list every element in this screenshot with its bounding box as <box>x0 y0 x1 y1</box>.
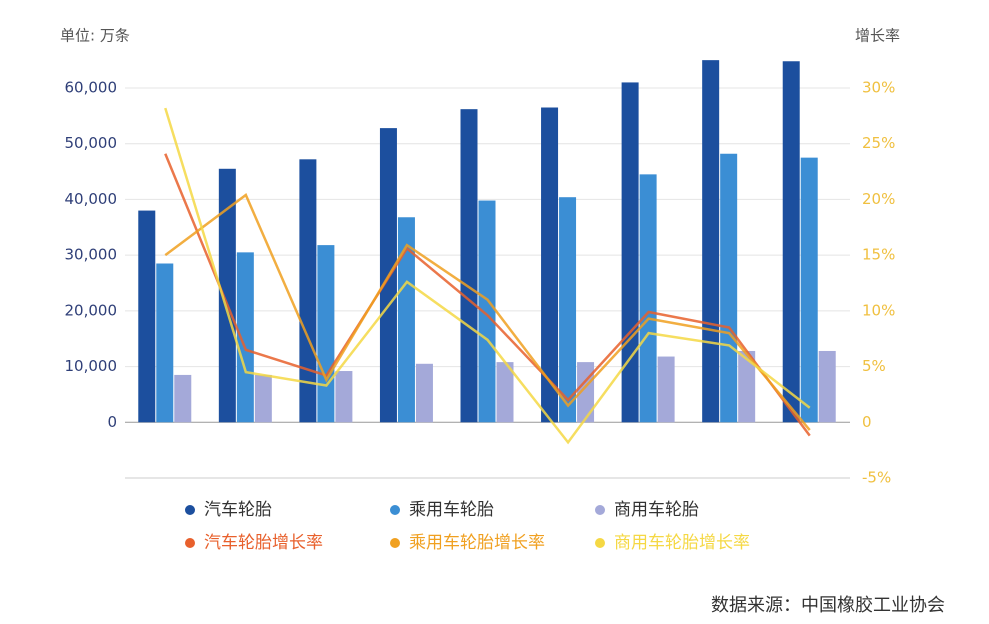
y-tick-label: 20,000 <box>65 301 118 319</box>
bar <box>156 263 174 423</box>
legend-marker <box>185 505 195 515</box>
y2-tick-label: -5% <box>862 469 891 487</box>
y2-axis-label: 增长率 <box>855 27 900 45</box>
bar <box>218 168 236 423</box>
bar <box>254 374 272 423</box>
legend-marker <box>595 505 605 515</box>
y2-tick-label: 0 <box>862 413 872 431</box>
bar <box>415 363 433 423</box>
legend-label: 商用车轮胎 <box>614 500 699 520</box>
bar <box>317 245 335 423</box>
bar <box>782 61 800 423</box>
bar <box>335 371 353 423</box>
bar <box>397 217 415 423</box>
bar <box>559 197 577 423</box>
line <box>164 153 811 437</box>
bar <box>818 350 836 423</box>
bar <box>738 350 756 423</box>
y-tick-label: 40,000 <box>65 190 118 208</box>
legend-label: 商用车轮胎增长率 <box>614 533 750 553</box>
y2-tick-label: 30% <box>862 79 895 97</box>
y-tick-label: 0 <box>107 413 117 431</box>
bar <box>720 153 738 423</box>
bar <box>460 109 478 423</box>
y2-tick-label: 25% <box>862 134 895 152</box>
bar <box>800 157 818 423</box>
y2-tick-label: 20% <box>862 190 895 208</box>
bar <box>174 374 192 423</box>
bar <box>299 159 317 423</box>
bar <box>541 107 559 423</box>
bar <box>496 362 514 423</box>
y2-tick-label: 15% <box>862 246 895 264</box>
bar <box>236 252 254 423</box>
line <box>164 193 811 431</box>
y2-tick-label: 5% <box>862 357 886 375</box>
y2-tick-label: 10% <box>862 301 895 319</box>
y-tick-label: 60,000 <box>65 79 118 97</box>
legend-label: 汽车轮胎增长率 <box>204 533 323 553</box>
y-tick-label: 50,000 <box>65 134 118 152</box>
bar <box>657 356 675 423</box>
bar <box>138 210 156 423</box>
bar <box>478 200 496 423</box>
bar <box>702 60 720 423</box>
legend-marker <box>390 505 400 515</box>
source-note: 数据来源：中国橡胶工业协会 <box>711 595 945 616</box>
legend-marker <box>185 538 195 548</box>
legend-marker <box>390 538 400 548</box>
y-tick-label: 30,000 <box>65 246 118 264</box>
legend-marker <box>595 538 605 548</box>
legend-label: 乘用车轮胎增长率 <box>409 533 545 553</box>
legend-label: 汽车轮胎 <box>204 500 272 520</box>
y-tick-label: 10,000 <box>65 357 118 375</box>
legend-label: 乘用车轮胎 <box>409 500 494 520</box>
line <box>164 107 811 445</box>
y-axis-label: 单位: 万条 <box>60 27 130 45</box>
bar <box>621 82 639 423</box>
bar <box>639 174 657 423</box>
